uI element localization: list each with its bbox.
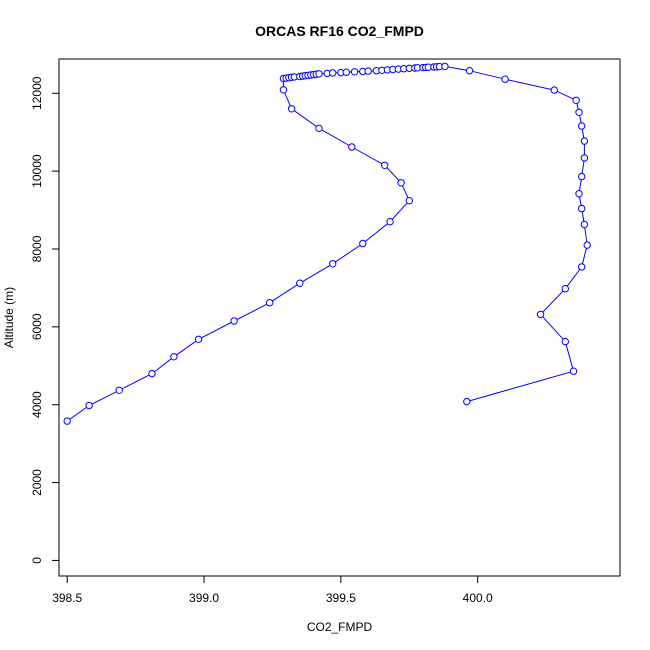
y-tick-label: 6000	[30, 313, 44, 340]
y-axis: 0 2000 4000 6000 8000 10000 12000	[30, 76, 59, 564]
data-point	[350, 68, 359, 76]
data-point	[578, 263, 586, 271]
data-point	[580, 137, 589, 145]
data-point	[578, 204, 586, 213]
data-point	[580, 154, 589, 162]
data-point	[315, 124, 323, 133]
data-point	[569, 367, 578, 375]
y-axis-label: Altitude (m)	[2, 287, 16, 348]
y-tick-label: 12000	[30, 76, 44, 110]
data-point	[85, 401, 93, 410]
x-tick-label: 399.5	[326, 591, 356, 605]
data-point	[575, 190, 583, 198]
data-point	[279, 86, 288, 94]
y-tick-label: 2000	[30, 469, 44, 496]
data-point	[580, 220, 589, 229]
data-point	[463, 397, 471, 406]
data-point	[287, 105, 296, 113]
data-point	[148, 369, 156, 378]
data-point	[386, 218, 394, 226]
data-point	[329, 69, 337, 77]
data-point	[342, 68, 350, 76]
x-axis-label: CO2_FMPD	[307, 620, 373, 634]
data-point	[397, 179, 405, 187]
x-tick-label: 400.0	[463, 591, 493, 605]
y-tick-label: 8000	[30, 235, 44, 262]
data-point	[329, 260, 337, 268]
data-point	[170, 353, 178, 361]
data-point	[348, 143, 356, 151]
data-point	[266, 299, 274, 307]
data-point	[578, 122, 586, 130]
x-tick-label: 398.5	[52, 591, 82, 605]
data-point	[364, 67, 372, 75]
data-point	[550, 86, 558, 94]
co2-profile-series	[63, 62, 591, 425]
data-point	[561, 285, 569, 293]
plot-frame	[58, 58, 621, 577]
x-tick-label: 399.0	[189, 591, 219, 605]
data-point	[115, 386, 123, 394]
data-point	[572, 96, 580, 105]
data-point	[441, 62, 449, 71]
data-point	[296, 279, 304, 287]
y-tick-label: 10000	[30, 154, 44, 188]
data-point	[583, 241, 591, 249]
data-point	[501, 75, 509, 83]
data-point	[381, 161, 389, 170]
data-point	[465, 67, 474, 75]
data-point	[575, 108, 583, 117]
data-point	[315, 70, 323, 78]
data-point	[194, 335, 203, 343]
series-line	[66, 65, 588, 422]
data-point	[405, 197, 413, 205]
data-point	[536, 310, 545, 319]
chart-title: ORCAS RF16 CO2_FMPD	[255, 23, 424, 39]
data-point	[359, 239, 367, 248]
x-axis: 398.5 399.0 399.5 400.0	[52, 576, 493, 605]
data-point	[561, 337, 569, 346]
y-tick-label: 4000	[30, 391, 44, 418]
data-point	[578, 172, 586, 181]
data-point	[63, 417, 71, 425]
data-point	[230, 317, 238, 325]
y-tick-label: 0	[30, 557, 44, 564]
